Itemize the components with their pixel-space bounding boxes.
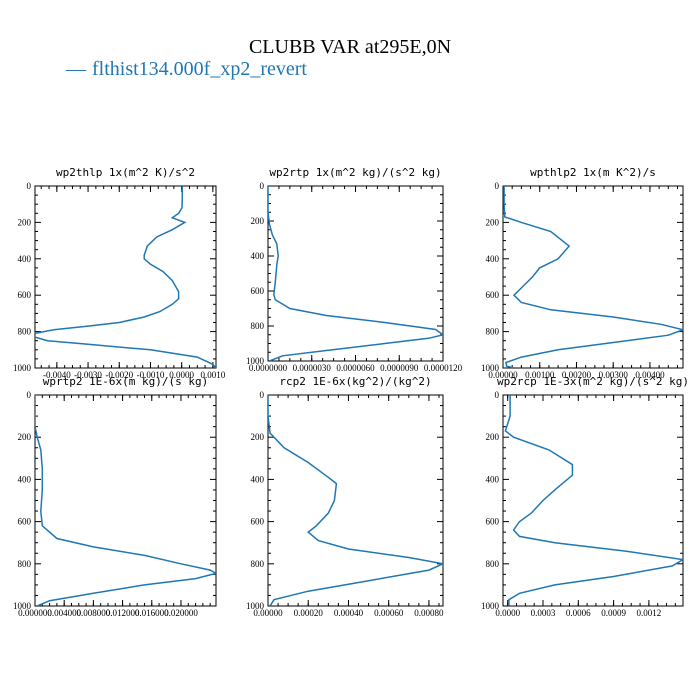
y-tick-label: 1000 bbox=[246, 601, 265, 611]
y-tick-label: 200 bbox=[18, 432, 32, 442]
y-tick-label: 600 bbox=[251, 517, 265, 527]
y-tick-label: 400 bbox=[18, 474, 32, 484]
y-tick-label: 600 bbox=[486, 517, 500, 527]
x-tick-label: 0.00000 bbox=[488, 370, 518, 380]
y-tick-label: 200 bbox=[486, 217, 500, 227]
chart-panel-6: wp2rcp 1E-3x(m^2 kg)/(s^2 kg) 0 200 400 600 8… bbox=[481, 375, 689, 618]
series-line bbox=[268, 186, 443, 361]
y-tick-label: 200 bbox=[251, 216, 265, 226]
x-tick-label: 0.00200 bbox=[562, 370, 592, 380]
y-tick-label: 1000 bbox=[481, 363, 500, 373]
x-tick-label: 0.0000120 bbox=[424, 363, 463, 373]
x-tick-label: 0.00000 bbox=[253, 608, 283, 618]
x-tick-label: 0.0000030 bbox=[293, 363, 332, 373]
chart-panel-1: wp2thlp 1x(m^2 K)/s^2 0 200 400 600 800 1000 -0… bbox=[13, 166, 226, 380]
y-tick-label: 0 bbox=[260, 181, 265, 191]
x-tick-label: 0.00100 bbox=[525, 370, 555, 380]
y-tick-label: 600 bbox=[486, 290, 500, 300]
y-tick-label: 200 bbox=[251, 432, 265, 442]
y-tick-label: 400 bbox=[251, 251, 265, 261]
series-line bbox=[268, 395, 443, 606]
chart-panel-3: wpthlp2 1x(m K^2)/s020040060080010000.00… bbox=[481, 166, 684, 380]
y-tick-label: 1000 bbox=[246, 356, 265, 366]
x-tick-label: -0.0040 bbox=[43, 370, 71, 380]
x-tick-label: 0.00300 bbox=[599, 370, 629, 380]
legend-line-marker: — bbox=[66, 58, 86, 80]
series-line bbox=[504, 395, 683, 606]
y-tick-label: 0 bbox=[260, 390, 265, 400]
y-tick-label: 800 bbox=[486, 559, 500, 569]
legend-label: flthist134.000f_xp2_revert bbox=[92, 58, 307, 80]
plot-frame bbox=[34, 185, 217, 369]
x-tick-label: 0.00080 bbox=[414, 608, 444, 618]
y-tick-label: 400 bbox=[486, 254, 500, 264]
plot-frame bbox=[502, 185, 684, 369]
x-tick-label: 0.012000 bbox=[106, 608, 140, 618]
plot-frame bbox=[502, 394, 684, 607]
x-tick-label: 0.0009 bbox=[601, 608, 626, 618]
series-line bbox=[35, 395, 216, 606]
panel-title: wp2thlp 1x(m^2 K)/s^2 bbox=[56, 166, 195, 179]
x-tick-label: 0.020000 bbox=[164, 608, 198, 618]
x-tick-label: 0.0012 bbox=[637, 608, 662, 618]
y-tick-label: 600 bbox=[18, 517, 32, 527]
y-tick-label: 0 bbox=[495, 181, 500, 191]
x-tick-label: 0.0003 bbox=[531, 608, 556, 618]
y-tick-label: 0 bbox=[495, 390, 500, 400]
x-tick-label: 0.0000 bbox=[169, 370, 194, 380]
y-tick-label: 400 bbox=[486, 474, 500, 484]
legend-entry: — flthist134.000f_xp2_revert bbox=[66, 58, 307, 81]
y-tick-label: 0 bbox=[27, 181, 32, 191]
y-tick-label: 800 bbox=[251, 321, 265, 331]
panel-title: rcp2 1E-6x(kg^2)/(kg^2) bbox=[279, 375, 431, 388]
x-tick-label: 0.000000 bbox=[18, 608, 52, 618]
chart-panel-2: wp2rtp 1x(m^2 kg)/(s^2 kg) 0 200 400 600 800 1… bbox=[246, 166, 463, 373]
x-tick-label: -0.0010 bbox=[137, 370, 165, 380]
y-tick-label: 1000 bbox=[481, 601, 500, 611]
x-tick-label: 0.00020 bbox=[294, 608, 324, 618]
panel-title: wp2rcp 1E-3x(m^2 kg)/(s^2 kg) bbox=[497, 375, 689, 388]
series-line bbox=[503, 186, 683, 368]
x-tick-label: 0.00040 bbox=[334, 608, 364, 618]
y-tick-label: 0 bbox=[27, 390, 32, 400]
y-tick-label: 800 bbox=[486, 327, 500, 337]
x-tick-label: 0.0000090 bbox=[380, 363, 419, 373]
panel-title: wpthlp2 1x(m K^2)/s bbox=[530, 166, 656, 179]
plot-frame bbox=[267, 185, 444, 362]
y-tick-label: 400 bbox=[251, 474, 265, 484]
x-tick-label: 0.00400 bbox=[635, 370, 665, 380]
y-tick-label: 800 bbox=[251, 559, 265, 569]
series-line bbox=[35, 186, 216, 368]
y-tick-label: 1000 bbox=[13, 363, 32, 373]
y-tick-label: 400 bbox=[18, 254, 32, 264]
plot-frame bbox=[34, 394, 217, 607]
x-tick-label: 0.0000000 bbox=[249, 363, 288, 373]
y-tick-label: 200 bbox=[18, 217, 32, 227]
y-tick-label: 200 bbox=[486, 432, 500, 442]
x-tick-label: 0.0006 bbox=[566, 608, 591, 618]
x-tick-label: -0.0030 bbox=[74, 370, 102, 380]
x-tick-label: 0.0000060 bbox=[336, 363, 375, 373]
y-tick-label: 600 bbox=[251, 286, 265, 296]
x-tick-label: 0.016000 bbox=[135, 608, 169, 618]
x-tick-label: 0.0010 bbox=[201, 370, 226, 380]
x-tick-label: 0.0000 bbox=[495, 608, 520, 618]
panel-title: wp2rtp 1x(m^2 kg)/(s^2 kg) bbox=[269, 166, 441, 179]
figure-title: CLUBB VAR at295E,0N bbox=[248, 36, 452, 58]
x-tick-label: 0.00060 bbox=[374, 608, 404, 618]
y-tick-label: 800 bbox=[18, 327, 32, 337]
x-tick-label: -0.0020 bbox=[105, 370, 133, 380]
chart-panel-4: wprtp2 1E-6x(m kg)/(s kg) 0 200 400 600 800 10… bbox=[13, 375, 217, 618]
y-tick-label: 800 bbox=[18, 559, 32, 569]
y-tick-label: 1000 bbox=[13, 601, 32, 611]
x-tick-label: 0.008000 bbox=[77, 608, 111, 618]
chart-panel-5: rcp2 1E-6x(kg^2)/(kg^2) 0 200 400 600 800 1000… bbox=[246, 375, 444, 618]
x-tick-label: 0.004000 bbox=[47, 608, 81, 618]
plot-frame bbox=[267, 394, 444, 607]
y-tick-label: 600 bbox=[18, 290, 32, 300]
panel-title: wprtp2 1E-6x(m kg)/(s kg) bbox=[43, 375, 209, 388]
